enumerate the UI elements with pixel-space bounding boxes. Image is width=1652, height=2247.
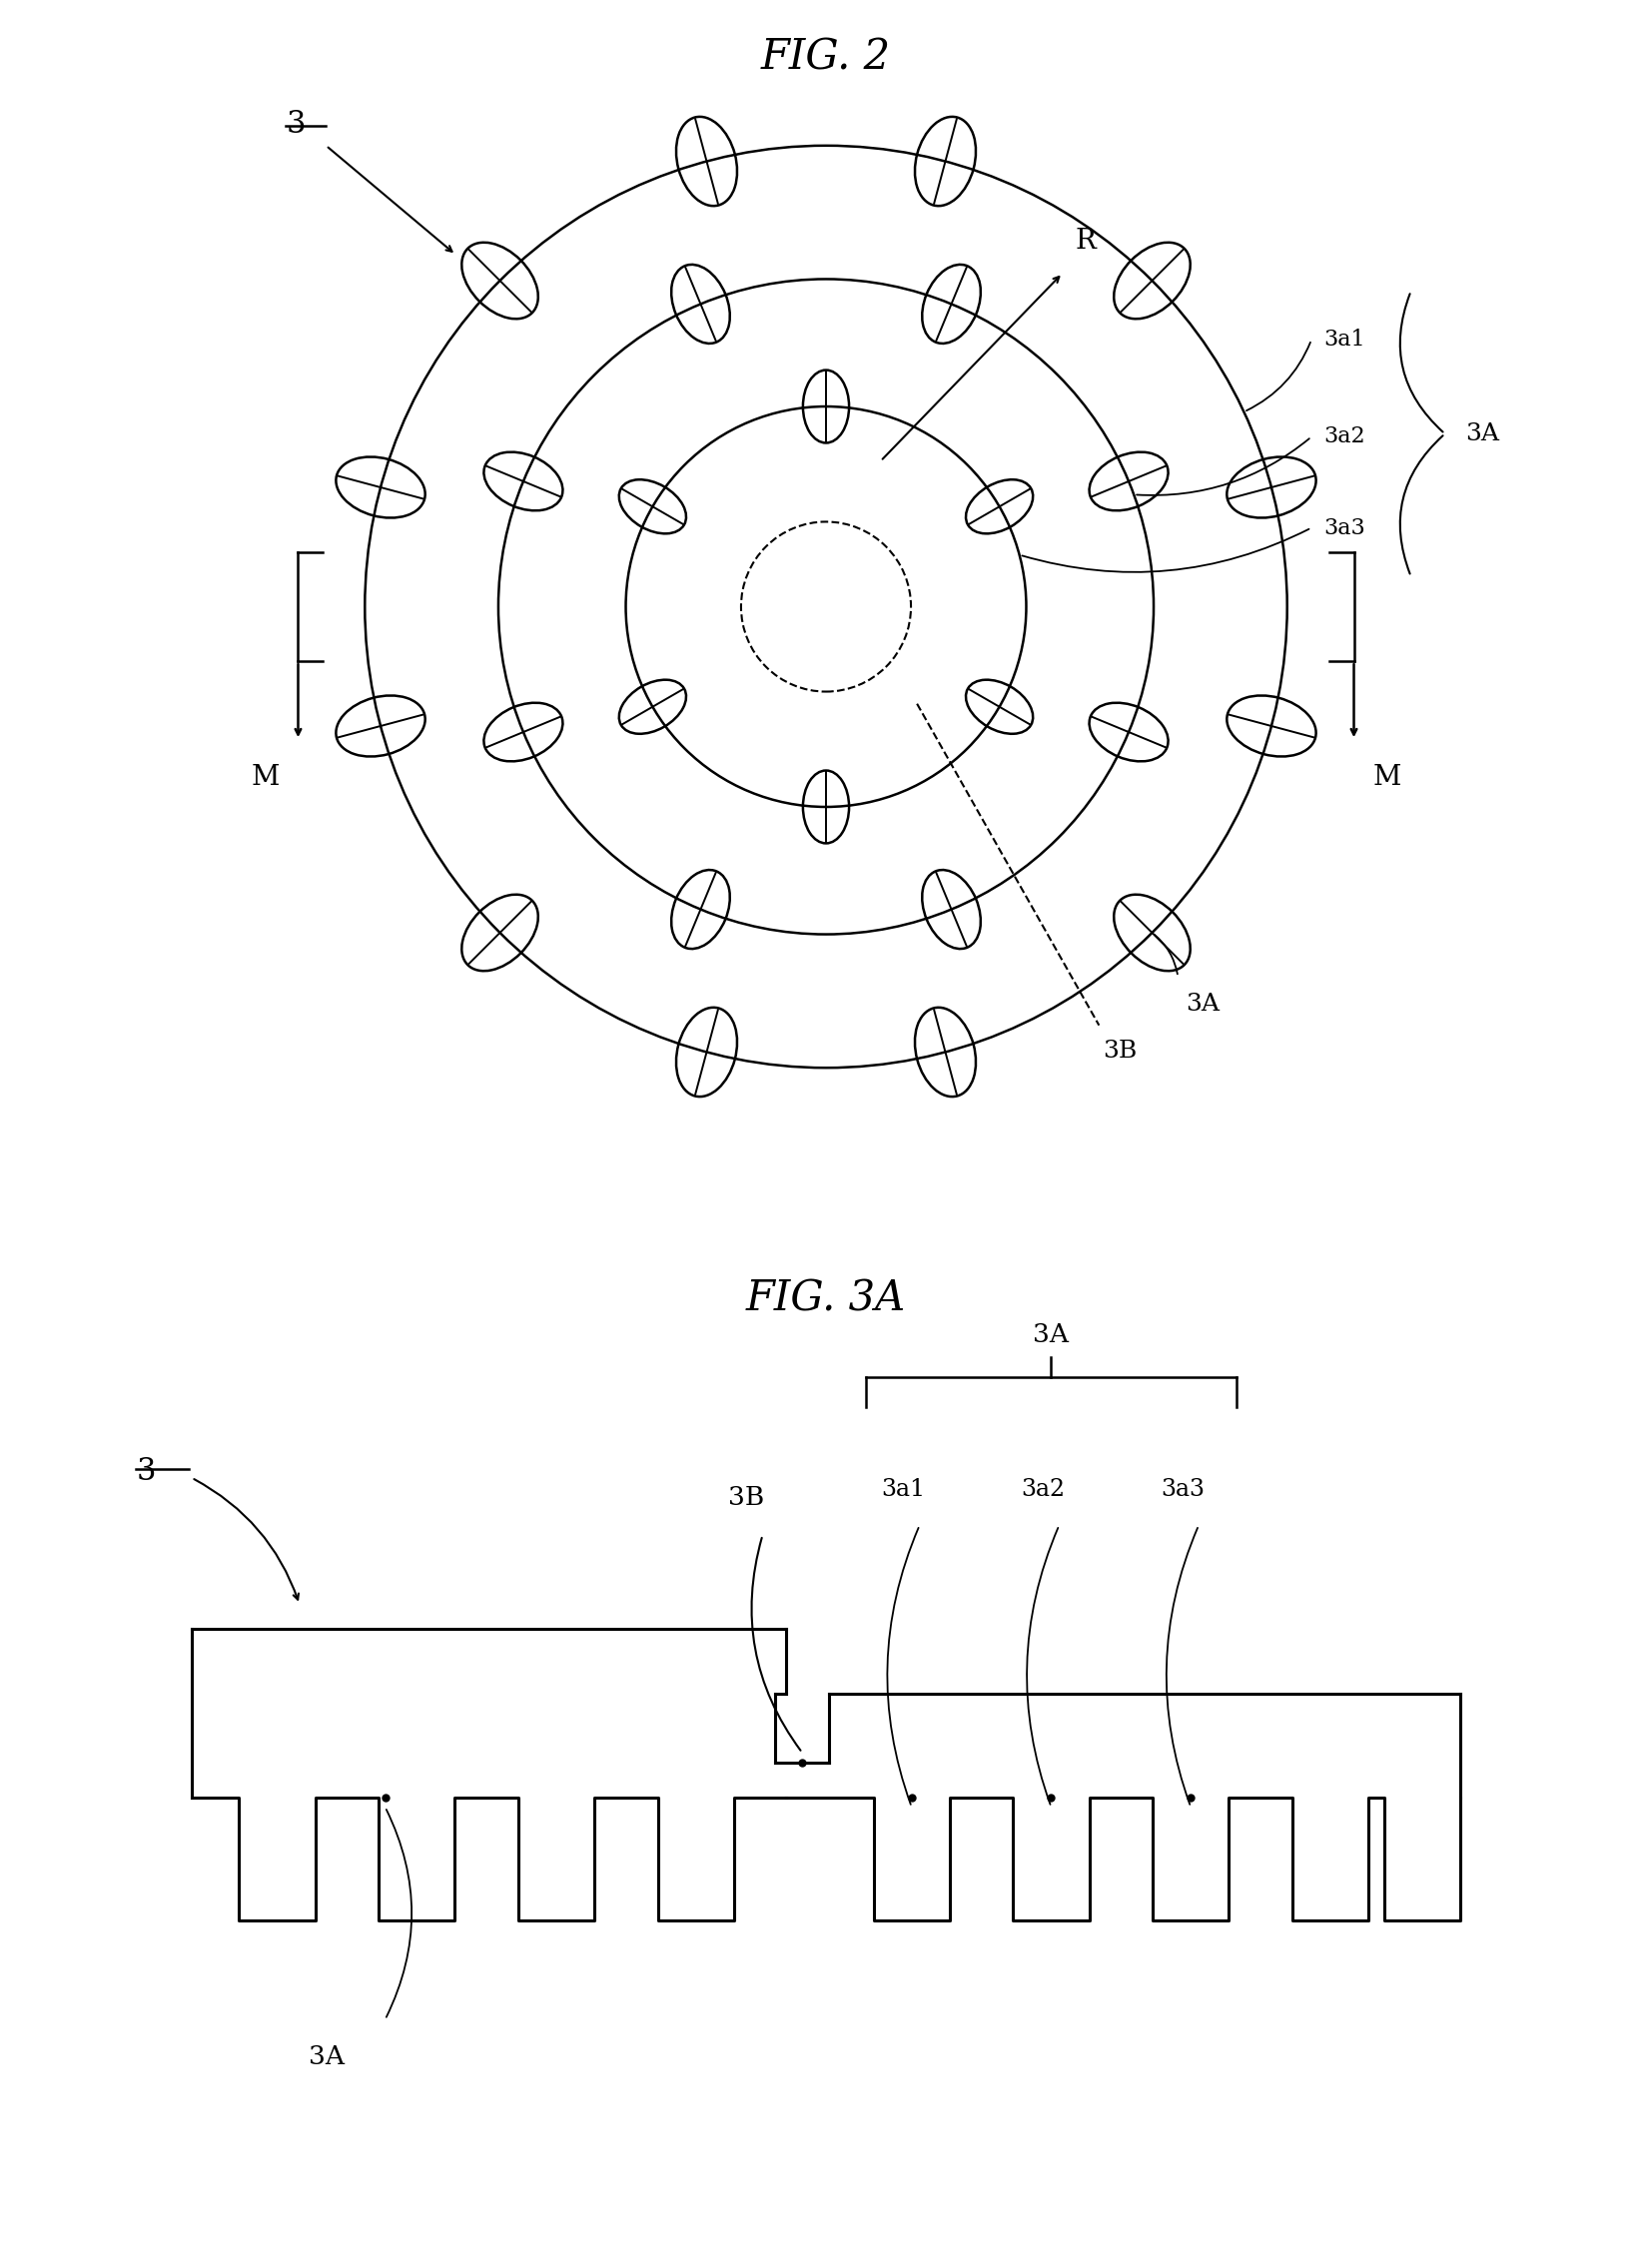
Text: 3: 3 — [286, 110, 306, 139]
Text: 3a1: 3a1 — [1323, 328, 1365, 351]
Text: FIG. 3A: FIG. 3A — [747, 1279, 905, 1319]
Text: M: M — [251, 764, 279, 791]
Text: 3A: 3A — [309, 2045, 344, 2069]
Text: M: M — [1373, 764, 1401, 791]
Text: 3a2: 3a2 — [1323, 427, 1365, 447]
Text: 3A: 3A — [1465, 422, 1500, 445]
Text: 3A: 3A — [1184, 993, 1219, 1016]
Text: 3B: 3B — [729, 1485, 765, 1510]
Text: R: R — [1075, 227, 1095, 254]
Text: 3A: 3A — [1032, 1321, 1069, 1348]
Text: 3a3: 3a3 — [1161, 1479, 1204, 1501]
Text: FIG. 2: FIG. 2 — [762, 36, 890, 79]
Text: 3a2: 3a2 — [1021, 1479, 1066, 1501]
Text: 3: 3 — [135, 1456, 155, 1488]
Text: 3B: 3B — [1102, 1040, 1137, 1063]
Text: 3a1: 3a1 — [882, 1479, 925, 1501]
Text: 3a3: 3a3 — [1323, 517, 1365, 539]
